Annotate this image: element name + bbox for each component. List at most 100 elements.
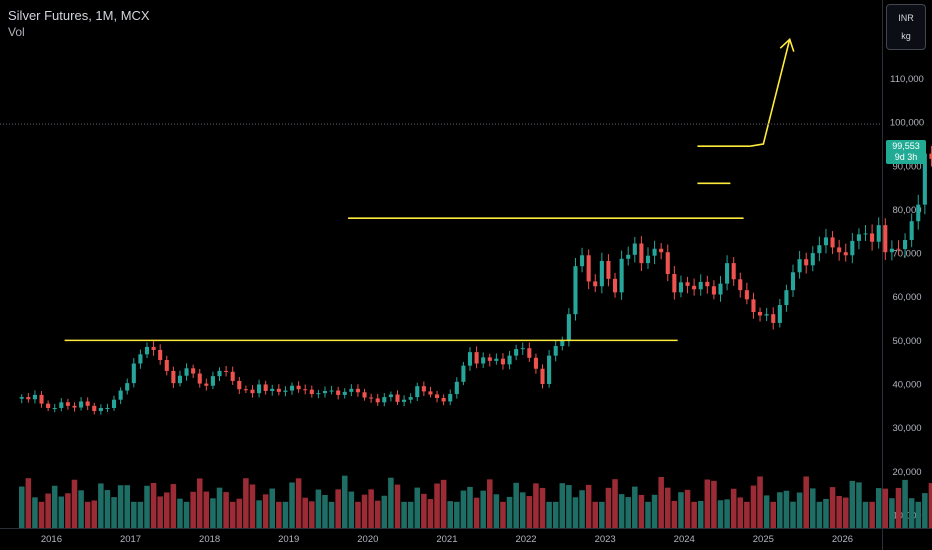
volume-bar bbox=[704, 479, 711, 528]
x-tick-label: 2026 bbox=[832, 534, 853, 545]
candle-body bbox=[731, 263, 736, 280]
candle-body bbox=[158, 349, 163, 360]
candle-body bbox=[566, 314, 571, 341]
candle-body bbox=[823, 237, 829, 246]
volume-bar bbox=[724, 499, 730, 528]
candle-body bbox=[382, 397, 387, 403]
candle-body bbox=[98, 408, 103, 412]
candle-body bbox=[270, 388, 275, 391]
volume-bar bbox=[236, 498, 243, 528]
volume-bar bbox=[757, 476, 763, 528]
candle-body bbox=[184, 368, 189, 376]
volume-bar bbox=[585, 484, 592, 528]
volume-bar bbox=[546, 501, 552, 528]
volume-bar bbox=[632, 486, 638, 528]
volume-bar bbox=[711, 480, 717, 528]
candle-body bbox=[883, 225, 888, 253]
candle-body bbox=[362, 392, 367, 398]
candle-body bbox=[316, 393, 321, 395]
volume-bar bbox=[823, 498, 829, 528]
candle-body bbox=[698, 281, 703, 290]
candle-body bbox=[612, 278, 618, 293]
candle-body bbox=[79, 401, 84, 408]
volume-bar bbox=[276, 501, 282, 528]
volume-bar bbox=[157, 496, 163, 528]
volume-bar bbox=[183, 501, 190, 528]
candle-body bbox=[560, 340, 565, 347]
candle-body bbox=[39, 394, 44, 404]
volume-bar bbox=[91, 500, 98, 528]
candle-body bbox=[652, 248, 657, 256]
candle-body bbox=[889, 248, 894, 253]
currency-label: INR bbox=[898, 13, 914, 23]
volume-bar bbox=[131, 501, 137, 528]
candle-body bbox=[276, 388, 281, 392]
volume-bar bbox=[84, 501, 91, 528]
volume-bar bbox=[678, 492, 684, 528]
candle-body bbox=[296, 385, 301, 390]
volume-bar bbox=[816, 501, 823, 528]
volume-bar bbox=[717, 500, 724, 528]
candle-body bbox=[632, 243, 637, 255]
candle-body bbox=[388, 394, 393, 398]
candle-body bbox=[843, 252, 848, 256]
candle-body bbox=[65, 402, 70, 406]
volume-bar bbox=[269, 488, 276, 528]
volume-bar bbox=[401, 501, 407, 528]
volume-bar bbox=[922, 493, 928, 528]
candle-body bbox=[230, 371, 235, 381]
volume-bar bbox=[170, 484, 177, 528]
candle-body bbox=[303, 389, 308, 391]
candle-body bbox=[507, 355, 512, 365]
volume-bar bbox=[889, 498, 895, 528]
candle-body bbox=[725, 263, 730, 284]
y-tick-label: 30,000 bbox=[892, 423, 921, 434]
volume-bar bbox=[664, 487, 671, 528]
x-tick-label: 2016 bbox=[41, 534, 62, 545]
volume-bar bbox=[908, 498, 915, 528]
volume-bar bbox=[355, 501, 361, 528]
candle-body bbox=[606, 260, 611, 279]
candle-body bbox=[533, 357, 538, 369]
candle-body bbox=[771, 314, 776, 323]
volume-bar bbox=[394, 484, 401, 528]
volume-bar bbox=[117, 485, 124, 528]
candle-body bbox=[52, 408, 57, 409]
candle-body bbox=[527, 348, 532, 358]
y-tick-label: 100,000 bbox=[890, 118, 924, 129]
volume-bar bbox=[796, 492, 803, 528]
x-tick-label: 2025 bbox=[753, 534, 774, 545]
candle-body bbox=[626, 254, 631, 259]
volume-bar bbox=[71, 479, 78, 528]
projection-arrowhead bbox=[779, 37, 795, 52]
candle-body bbox=[474, 352, 479, 364]
candle-body bbox=[441, 397, 446, 402]
chart-title: Silver Futures, 1M, MCX bbox=[8, 8, 150, 23]
candle-body bbox=[349, 388, 354, 392]
candle-body bbox=[837, 247, 842, 253]
y-tick-label: 40,000 bbox=[892, 380, 921, 391]
volume-bar bbox=[229, 501, 236, 528]
candle-body bbox=[896, 248, 901, 250]
volume-bar bbox=[836, 495, 842, 528]
volume-bar bbox=[493, 494, 500, 528]
volume-bar bbox=[322, 494, 328, 528]
volume-bar bbox=[559, 483, 566, 528]
volume-bar bbox=[487, 479, 493, 528]
volume-bar bbox=[328, 501, 335, 528]
volume-label: Vol bbox=[8, 25, 25, 39]
volume-bar bbox=[454, 501, 460, 528]
candle-body bbox=[369, 397, 374, 399]
volume-bar bbox=[111, 497, 117, 528]
last-price-tag: 99,553 9d 3h bbox=[886, 140, 926, 164]
volume-bar bbox=[137, 501, 144, 528]
volume-bar bbox=[875, 488, 882, 528]
candle-body bbox=[118, 390, 123, 400]
volume-bar bbox=[856, 482, 862, 528]
volume-bar bbox=[533, 483, 539, 528]
volume-bar bbox=[243, 478, 249, 528]
volume-bar bbox=[902, 479, 908, 528]
unit-selector[interactable]: INR kg bbox=[886, 4, 926, 50]
volume-bar bbox=[164, 492, 170, 528]
